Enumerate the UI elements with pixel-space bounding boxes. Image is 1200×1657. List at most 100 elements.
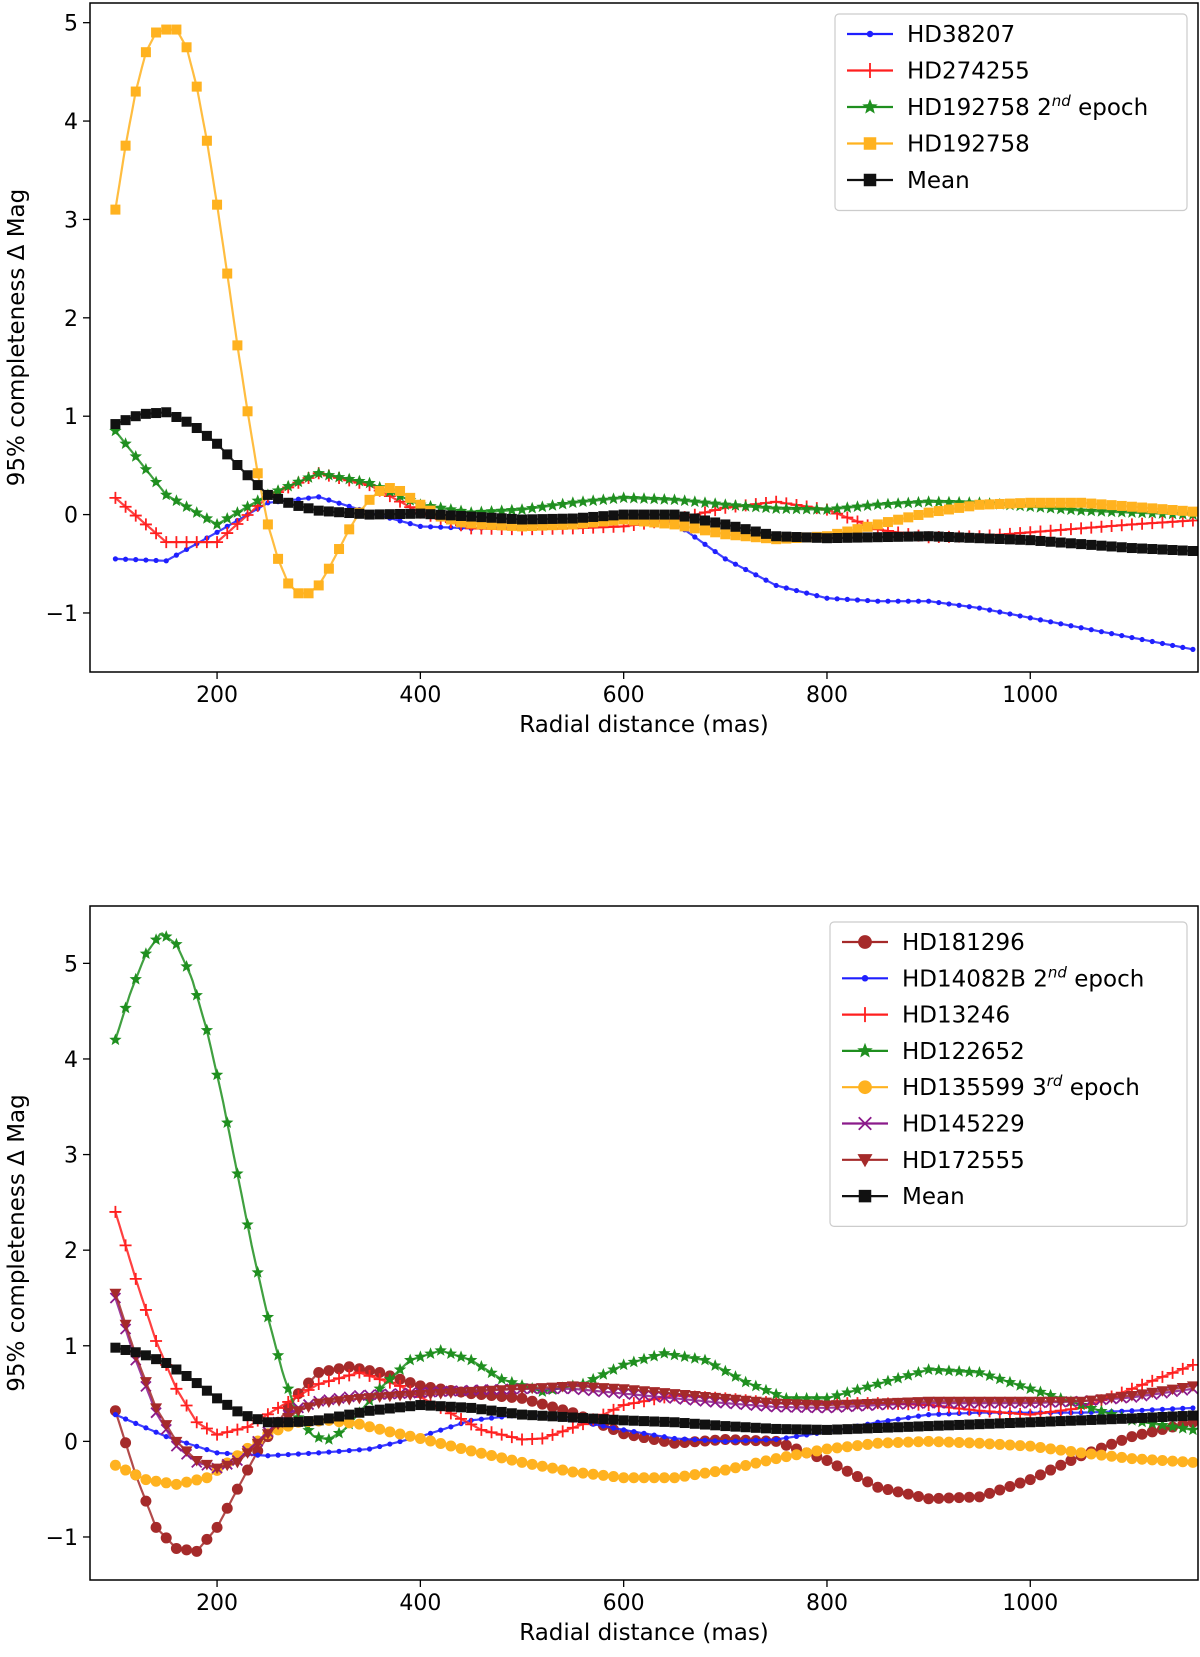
data-point [303, 1377, 315, 1389]
data-point [964, 532, 975, 543]
data-point [140, 1474, 152, 1486]
data-point [475, 1423, 488, 1436]
data-point [618, 1472, 630, 1484]
data-point [790, 1399, 803, 1410]
data-point [1004, 498, 1015, 509]
data-point [170, 1382, 183, 1395]
data-point [120, 1464, 132, 1476]
data-point [946, 601, 952, 607]
data-point [566, 496, 580, 509]
data-point [709, 1466, 721, 1478]
data-point [854, 597, 861, 603]
data-point [435, 1401, 446, 1412]
data-point [252, 480, 263, 491]
legend-item: HD181296 [842, 930, 1025, 956]
data-point [912, 1366, 925, 1378]
data-point [861, 499, 874, 511]
data-point [143, 1425, 149, 1431]
legend-marker [866, 30, 874, 38]
legend-label: HD145229 [902, 1112, 1025, 1138]
data-point [587, 1382, 600, 1394]
data-point [232, 340, 243, 351]
data-point [618, 1415, 629, 1426]
legend-name: HD14082B [902, 966, 1033, 992]
data-point [527, 521, 538, 532]
data-point [1095, 1449, 1107, 1461]
data-point [1013, 1379, 1027, 1391]
data-point [557, 1464, 569, 1476]
data-point [963, 1365, 976, 1378]
data-point [1156, 516, 1169, 529]
data-point [923, 507, 934, 518]
data-point [271, 1348, 285, 1361]
data-point [712, 1438, 718, 1444]
data-point [273, 1417, 284, 1428]
data-point [912, 1436, 924, 1448]
data-point [1075, 1447, 1087, 1459]
data-point [658, 1388, 671, 1399]
data-point [343, 1361, 355, 1373]
data-point [902, 1397, 915, 1408]
data-point [505, 1431, 518, 1444]
data-point [617, 1358, 630, 1371]
data-point [151, 1354, 162, 1365]
data-point [882, 1484, 894, 1496]
data-point [841, 1386, 854, 1398]
data-point [679, 521, 690, 532]
data-point [112, 556, 119, 562]
data-point [526, 1458, 538, 1470]
data-point [891, 1371, 905, 1384]
data-point [1007, 611, 1013, 617]
data-point [994, 1418, 1005, 1429]
data-point [1096, 1414, 1107, 1425]
data-point [668, 1348, 681, 1361]
legend-superscript: rd [1047, 1072, 1063, 1090]
data-point [475, 505, 488, 518]
data-point [628, 509, 639, 520]
data-point [628, 515, 639, 526]
data-point [1034, 525, 1047, 538]
data-point [149, 933, 163, 946]
data-point [607, 1383, 620, 1395]
data-point [405, 492, 416, 503]
data-point [851, 1471, 863, 1483]
data-point [668, 1389, 681, 1400]
data-point [567, 519, 578, 530]
data-point [536, 1460, 548, 1472]
data-point [669, 509, 680, 520]
data-point [698, 1353, 712, 1366]
data-point [485, 504, 498, 517]
data-point [405, 508, 416, 519]
legend-marker [857, 1154, 873, 1168]
data-point [334, 1411, 345, 1422]
data-point [739, 499, 752, 512]
data-point [302, 1383, 315, 1396]
data-point [454, 1350, 468, 1363]
data-point [1045, 1443, 1057, 1455]
data-point [364, 1421, 376, 1433]
data-point [140, 1495, 152, 1507]
data-point [1115, 1392, 1128, 1403]
legend-marker [858, 1080, 872, 1095]
data-point [1034, 1385, 1047, 1398]
data-point [598, 516, 609, 527]
data-point [180, 536, 193, 549]
data-point [516, 1456, 528, 1468]
data-point [658, 1435, 670, 1447]
data-point [1136, 1378, 1149, 1391]
data-point [333, 1372, 346, 1385]
data-point [285, 1451, 291, 1458]
data-point [444, 502, 458, 515]
x-tick-label: 600 [603, 683, 645, 708]
data-point [212, 199, 223, 210]
data-point [150, 1403, 163, 1414]
data-point [364, 494, 375, 505]
data-point [913, 509, 924, 520]
data-point [143, 557, 149, 563]
data-point [994, 1438, 1006, 1450]
data-point [404, 1430, 416, 1442]
data-point [201, 1472, 213, 1484]
data-point [1064, 503, 1078, 516]
data-point [160, 930, 173, 942]
data-point [769, 502, 783, 514]
